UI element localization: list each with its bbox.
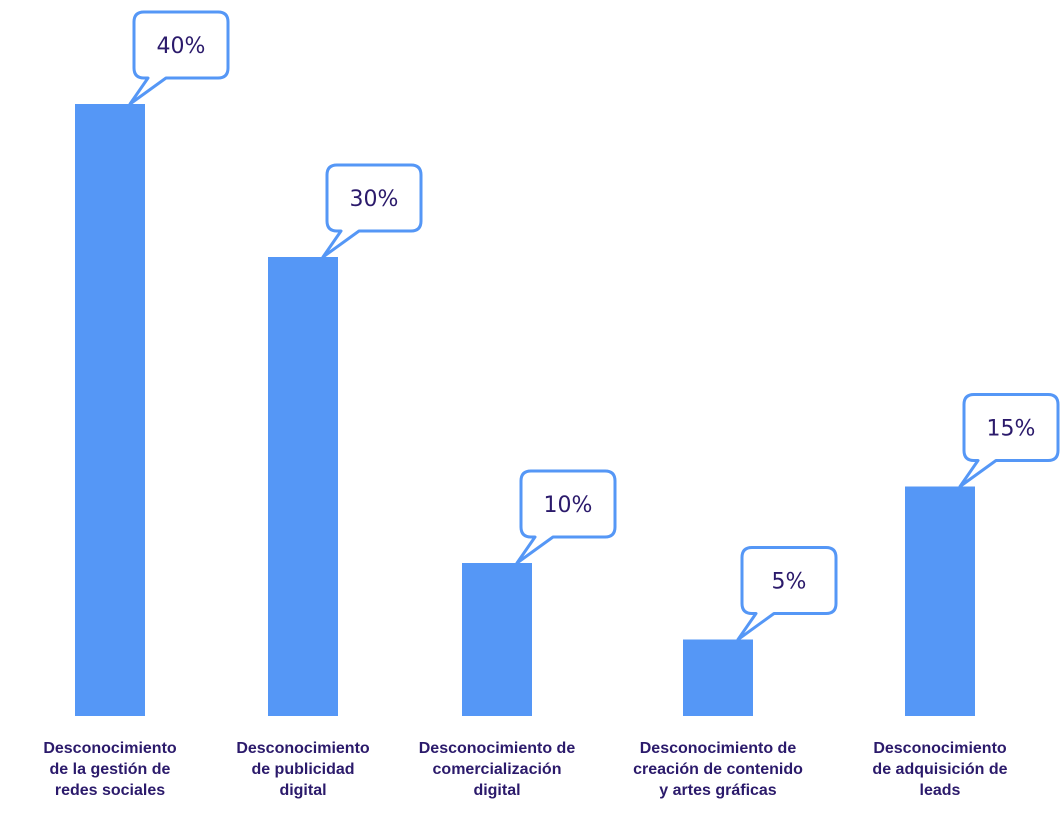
- callout-comercializacion-digital: [515, 469, 617, 565]
- category-label-comercializacion-digital: Desconocimiento de comercialización digi…: [418, 740, 576, 799]
- bar-comercializacion-digital: [462, 563, 532, 716]
- category-label-gestion-redes: Desconocimiento de la gestión de redes s…: [43, 740, 177, 799]
- bar-adquisicion-leads: [905, 486, 975, 716]
- bar-creacion-contenido: [683, 639, 753, 716]
- value-label-creacion-contenido: 5%: [772, 570, 807, 595]
- callout-gestion-redes: [128, 10, 230, 106]
- bar-publicidad-digital: [268, 257, 338, 716]
- value-label-comercializacion-digital: 10%: [544, 493, 593, 518]
- value-label-adquisicion-leads: 15%: [987, 417, 1036, 442]
- bar-gestion-redes: [75, 104, 145, 716]
- callout-publicidad-digital: [321, 163, 423, 259]
- callout-adquisicion-leads: [958, 393, 1060, 488]
- value-label-publicidad-digital: 30%: [350, 187, 399, 212]
- category-label-publicidad-digital: Desconocimiento de publicidad digital: [236, 740, 370, 799]
- value-label-gestion-redes: 40%: [157, 34, 206, 59]
- category-label-creacion-contenido: Desconocimiento de creación de contenido…: [633, 740, 803, 799]
- category-label-adquisicion-leads: Desconocimiento de adquisición de leads: [872, 740, 1008, 799]
- callout-creacion-contenido: [736, 546, 838, 641]
